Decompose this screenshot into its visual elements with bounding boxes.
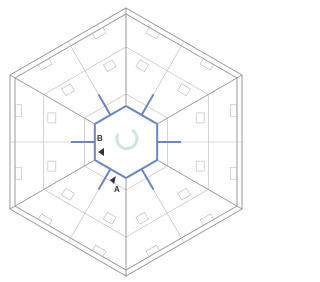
radial-wall <box>10 75 95 124</box>
furniture <box>15 167 21 179</box>
furniture <box>48 113 56 123</box>
core-stub <box>99 94 111 115</box>
label-a: A <box>114 185 120 194</box>
core-stub <box>99 169 111 190</box>
marker-b <box>98 148 104 156</box>
furniture <box>136 212 149 224</box>
furniture <box>231 167 237 179</box>
furniture <box>136 60 149 72</box>
core-stub <box>142 94 154 115</box>
furniture <box>178 188 191 200</box>
furniture <box>178 84 191 96</box>
radial-wall <box>157 75 242 124</box>
furniture <box>103 60 116 72</box>
label-b: B <box>97 134 103 143</box>
center-logo <box>117 130 137 149</box>
furniture <box>62 188 75 200</box>
radial-wall <box>10 160 95 209</box>
page: B A (() => { const data = JSON.parse(doc… <box>0 0 320 282</box>
furniture <box>62 84 75 96</box>
furniture <box>231 105 237 117</box>
marker-a <box>110 176 116 184</box>
room-layout <box>10 8 242 276</box>
floor-plan: B A <box>0 0 252 282</box>
furniture <box>48 161 56 171</box>
radial-wall <box>157 160 242 209</box>
furniture <box>196 161 204 171</box>
core-wall <box>95 106 157 178</box>
furniture <box>15 105 21 117</box>
core-stub <box>142 169 154 190</box>
furniture <box>196 113 204 123</box>
furniture <box>103 212 116 224</box>
